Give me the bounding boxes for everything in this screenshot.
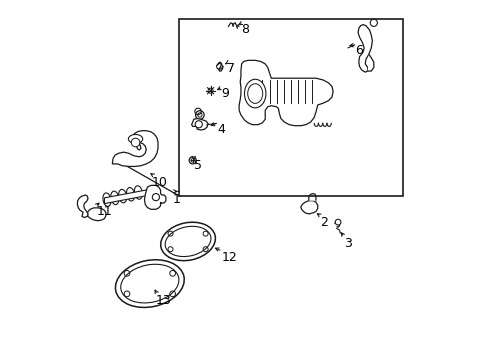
- Ellipse shape: [128, 134, 142, 143]
- Text: 7: 7: [227, 62, 235, 75]
- Ellipse shape: [121, 264, 179, 303]
- Text: 8: 8: [241, 23, 248, 36]
- Text: 12: 12: [221, 251, 237, 265]
- Ellipse shape: [126, 188, 134, 201]
- Polygon shape: [144, 185, 165, 209]
- Circle shape: [335, 219, 340, 225]
- Ellipse shape: [247, 84, 262, 103]
- Polygon shape: [308, 194, 315, 201]
- Ellipse shape: [165, 226, 210, 257]
- Text: 2: 2: [320, 216, 327, 229]
- Ellipse shape: [111, 191, 119, 204]
- Polygon shape: [367, 54, 373, 71]
- Ellipse shape: [115, 260, 184, 307]
- Text: 6: 6: [354, 44, 363, 57]
- Polygon shape: [191, 118, 207, 130]
- Circle shape: [152, 194, 159, 201]
- Ellipse shape: [244, 79, 265, 108]
- Ellipse shape: [161, 222, 215, 261]
- Bar: [179, 19, 403, 196]
- Text: 13: 13: [155, 294, 171, 307]
- Ellipse shape: [134, 186, 142, 199]
- Ellipse shape: [119, 189, 126, 203]
- Circle shape: [195, 121, 202, 128]
- Polygon shape: [112, 131, 158, 166]
- Polygon shape: [300, 201, 317, 214]
- Text: 10: 10: [151, 176, 167, 189]
- Circle shape: [131, 138, 140, 147]
- Text: 9: 9: [221, 87, 229, 100]
- Polygon shape: [357, 24, 372, 72]
- Polygon shape: [334, 222, 339, 227]
- Text: 1: 1: [173, 193, 181, 206]
- Text: 5: 5: [193, 158, 202, 172]
- Polygon shape: [104, 190, 149, 203]
- Polygon shape: [87, 208, 106, 221]
- Text: 4: 4: [217, 123, 225, 136]
- Polygon shape: [77, 195, 88, 217]
- Ellipse shape: [102, 193, 111, 206]
- Text: 3: 3: [343, 237, 351, 250]
- Polygon shape: [239, 60, 332, 126]
- Text: 11: 11: [96, 205, 112, 218]
